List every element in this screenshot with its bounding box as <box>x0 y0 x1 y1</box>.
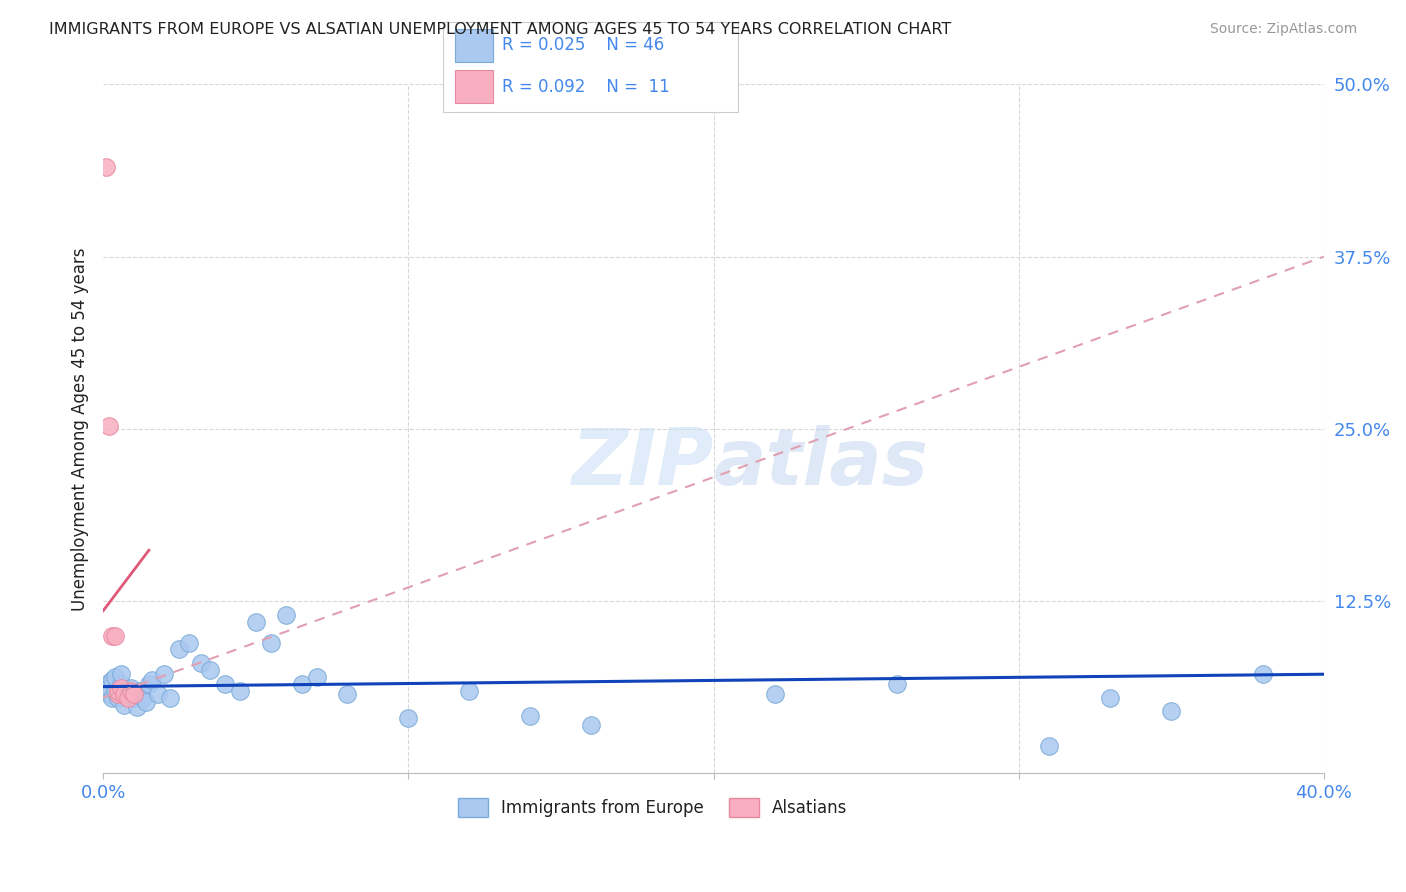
Point <box>114 686 136 700</box>
Point <box>336 686 359 700</box>
Point <box>98 419 121 434</box>
Point <box>214 677 236 691</box>
Point <box>132 690 155 705</box>
Point <box>886 677 908 691</box>
Text: Source: ZipAtlas.com: Source: ZipAtlas.com <box>1209 22 1357 37</box>
Point <box>104 670 127 684</box>
Text: IMMIGRANTS FROM EUROPE VS ALSATIAN UNEMPLOYMENT AMONG AGES 45 TO 54 YEARS CORREL: IMMIGRANTS FROM EUROPE VS ALSATIAN UNEMP… <box>49 22 952 37</box>
Point <box>141 673 163 687</box>
Text: atlas: atlas <box>713 425 928 501</box>
Point <box>198 663 221 677</box>
Point <box>1099 690 1122 705</box>
Point <box>98 686 121 700</box>
Point <box>290 677 312 691</box>
Point <box>581 718 603 732</box>
Point <box>101 629 124 643</box>
Text: R = 0.025    N = 46: R = 0.025 N = 46 <box>502 37 664 54</box>
Bar <box>454 70 494 103</box>
Point <box>117 690 139 705</box>
Point <box>101 690 124 705</box>
Point <box>159 690 181 705</box>
Point <box>138 677 160 691</box>
Point <box>98 681 121 695</box>
Point <box>110 681 132 695</box>
Point <box>107 686 129 700</box>
Point <box>177 635 200 649</box>
Point <box>125 700 148 714</box>
Point <box>104 629 127 643</box>
Point <box>117 686 139 700</box>
Point <box>110 677 132 691</box>
Point <box>245 615 267 629</box>
Point <box>190 656 212 670</box>
Point <box>122 686 145 700</box>
Point <box>153 667 176 681</box>
Point <box>104 683 127 698</box>
Point <box>96 160 118 174</box>
Point <box>146 686 169 700</box>
Point <box>519 708 541 723</box>
Point <box>169 642 191 657</box>
Y-axis label: Unemployment Among Ages 45 to 54 years: Unemployment Among Ages 45 to 54 years <box>72 247 89 611</box>
Bar <box>454 29 494 62</box>
Point <box>128 683 150 698</box>
Text: R = 0.092    N =  11: R = 0.092 N = 11 <box>502 78 669 95</box>
Legend: Immigrants from Europe, Alsatians: Immigrants from Europe, Alsatians <box>451 791 853 823</box>
Point <box>120 683 142 698</box>
Point <box>120 681 142 695</box>
Point <box>107 690 129 705</box>
Point <box>122 690 145 705</box>
Point <box>1160 705 1182 719</box>
Point <box>305 670 328 684</box>
Point <box>114 698 136 712</box>
Point <box>1251 667 1274 681</box>
Point <box>107 686 129 700</box>
Text: ZIP: ZIP <box>571 425 713 501</box>
Point <box>110 667 132 681</box>
Point <box>276 607 298 622</box>
Point <box>396 711 419 725</box>
Point <box>101 673 124 687</box>
Point <box>229 683 252 698</box>
Point <box>763 686 786 700</box>
Point <box>260 635 283 649</box>
Point <box>458 683 481 698</box>
Point <box>1038 739 1060 753</box>
Point <box>135 695 157 709</box>
Point <box>96 677 118 691</box>
Point <box>107 683 129 698</box>
